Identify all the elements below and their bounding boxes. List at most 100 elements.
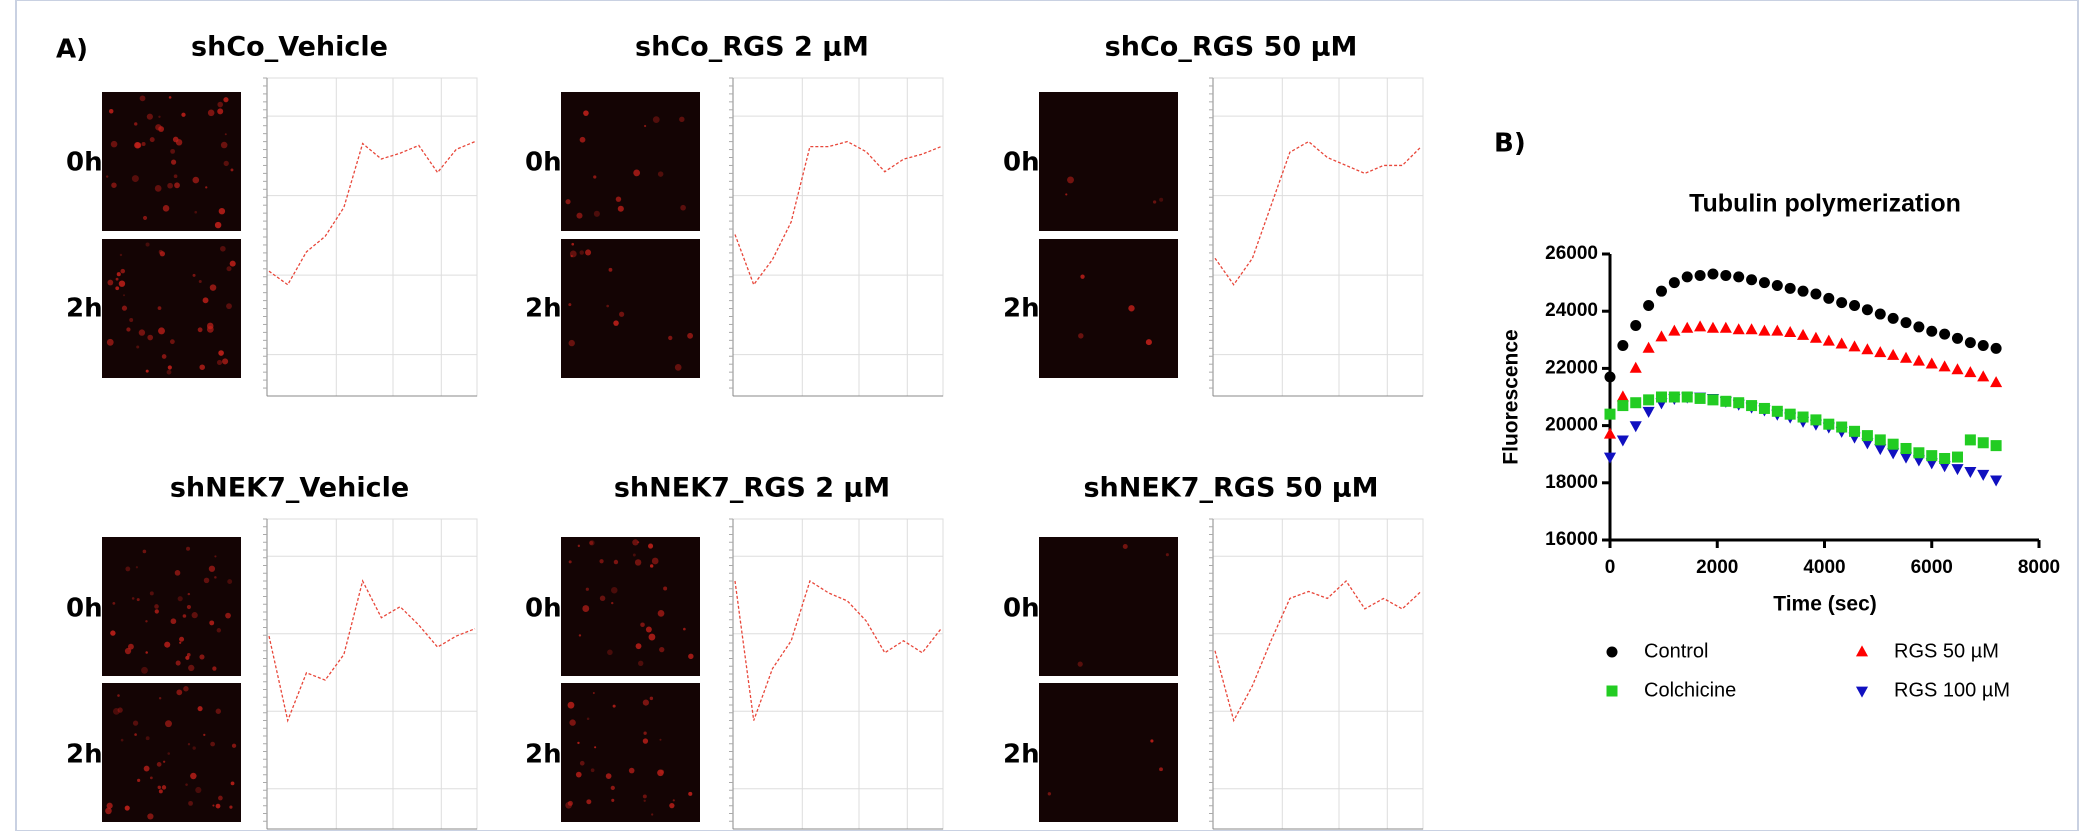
micrograph-spot: [169, 96, 172, 99]
point: [1643, 300, 1654, 311]
micrograph-spot: [142, 142, 146, 146]
micrograph-spot: [163, 205, 170, 212]
mini-plot-bg: [267, 78, 477, 396]
micrograph-spot: [611, 799, 614, 802]
point: [1887, 349, 1899, 360]
micrograph-spot: [650, 697, 653, 700]
micrograph-spot: [186, 547, 190, 551]
point: [1617, 390, 1629, 401]
point: [1952, 452, 1963, 463]
legend-label: Control: [1644, 640, 1708, 662]
point: [1977, 470, 1989, 481]
micrograph-spot: [232, 744, 236, 748]
point: [1823, 419, 1834, 430]
micrograph-spot: [1146, 339, 1152, 345]
point: [1630, 320, 1641, 331]
point: [1682, 271, 1693, 282]
micrograph-spot: [660, 770, 664, 774]
micrograph-spot: [614, 560, 618, 564]
micrograph-spot: [203, 297, 209, 303]
legend-marker: [1607, 647, 1618, 658]
micrograph-spot: [159, 789, 163, 793]
point: [1720, 270, 1731, 281]
micrograph-spot: [1067, 176, 1074, 183]
micrograph-spot: [1078, 333, 1083, 338]
micrograph-spot: [146, 370, 149, 373]
micrograph-spot: [137, 779, 140, 782]
micrograph: [102, 537, 241, 676]
point: [1901, 317, 1912, 328]
point: [1733, 397, 1744, 408]
micrograph: [1039, 683, 1178, 822]
micrograph-spot: [1078, 662, 1083, 667]
micrograph-spot: [170, 339, 175, 344]
micrograph-spot: [145, 620, 147, 622]
point: [1759, 277, 1770, 288]
point: [1656, 392, 1667, 403]
y-tick-label: 22000: [1545, 357, 1598, 378]
micrograph-spot: [170, 149, 175, 154]
micrograph-spot: [145, 651, 148, 654]
point: [1656, 286, 1667, 297]
micrograph-spot: [188, 743, 190, 745]
micrograph-spot: [198, 327, 203, 332]
micrograph-spot: [659, 647, 664, 652]
micrograph-spot: [125, 805, 130, 810]
point: [1643, 342, 1655, 353]
point: [1669, 277, 1680, 288]
point: [1939, 453, 1950, 464]
panel-title: shNEK7_RGS 2 µM: [614, 473, 890, 504]
legend-label: RGS 50 µM: [1894, 640, 1999, 662]
point: [1965, 337, 1976, 348]
micrograph-spot: [179, 637, 184, 642]
micrograph-spot: [212, 666, 216, 670]
point: [1605, 409, 1616, 420]
micrograph-spot: [179, 642, 181, 644]
micrograph-spot: [119, 280, 125, 286]
point: [1785, 283, 1796, 294]
micrograph: [1039, 239, 1178, 378]
micrograph-spot: [167, 183, 173, 189]
point: [1888, 439, 1899, 450]
point: [1900, 453, 1912, 464]
micrograph-spot: [111, 182, 116, 187]
point: [1694, 320, 1706, 331]
time-label: 0h: [66, 594, 103, 624]
point: [1900, 352, 1912, 363]
micrograph: [1039, 92, 1178, 231]
micrograph-spot: [139, 329, 145, 335]
micrograph-spot: [638, 661, 643, 666]
micrograph-spot: [198, 706, 203, 711]
point: [1874, 444, 1886, 455]
micrograph-spot: [1159, 198, 1163, 202]
micrograph-spot: [214, 555, 216, 557]
micrograph-spot: [607, 649, 613, 655]
point: [1707, 322, 1719, 333]
micrograph-spot: [675, 364, 682, 371]
micrograph-spot: [669, 803, 674, 808]
micrograph-spot: [688, 792, 692, 796]
point: [1991, 440, 2002, 451]
micrograph-spot: [128, 644, 134, 650]
micrograph-spot: [158, 327, 165, 334]
micrograph-spot: [618, 206, 624, 212]
micrograph-spot: [120, 254, 122, 256]
mini-plot-bg: [1213, 519, 1423, 829]
micrograph-spot: [147, 114, 153, 120]
micrograph-spot: [611, 587, 618, 594]
micrograph-spot: [224, 161, 229, 166]
micrograph-spot: [600, 596, 606, 602]
micrograph-spot: [111, 141, 118, 148]
micrograph-spot: [171, 618, 177, 624]
point: [1964, 366, 1976, 377]
micrograph-spot: [226, 266, 231, 271]
micrograph-spot: [122, 306, 127, 311]
micrograph-spot: [168, 365, 172, 369]
point: [1681, 322, 1693, 333]
point: [1707, 394, 1718, 405]
panel-title: shCo_RGS 2 µM: [635, 32, 869, 63]
micrograph-spot: [229, 806, 232, 809]
y-tick-label: 16000: [1545, 529, 1598, 550]
point: [1861, 343, 1873, 354]
micrograph-spot: [126, 327, 130, 331]
